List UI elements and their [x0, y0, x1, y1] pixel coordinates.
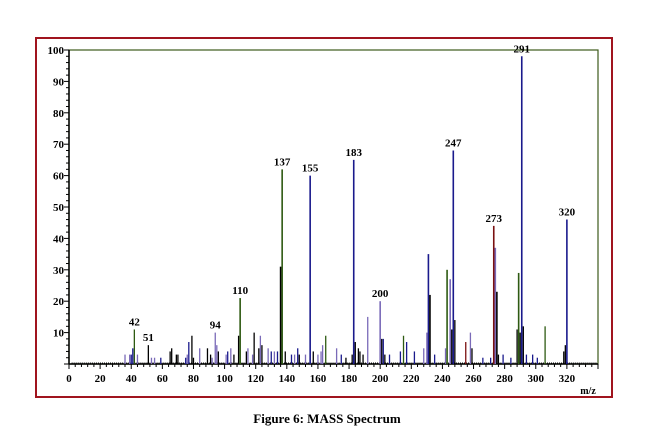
x-tick-label: 100 [216, 373, 233, 385]
figure-caption: Figure 6: MASS Spectrum [253, 411, 401, 426]
y-tick-label: 40 [53, 233, 65, 245]
peak-label-183: 183 [345, 147, 362, 159]
peak-label-200: 200 [372, 288, 389, 300]
y-tick-label: 90 [53, 76, 65, 88]
y-tick-label: 20 [53, 296, 65, 308]
x-tick-label: 120 [247, 373, 264, 385]
peak-label-51: 51 [143, 332, 154, 344]
figure-frame [35, 37, 613, 398]
peak-label-291: 291 [514, 43, 531, 55]
x-tick-label: 20 [95, 373, 107, 385]
y-tick-label: 60 [53, 171, 65, 183]
x-tick-label: 0 [66, 373, 72, 385]
y-tick-label: 70 [53, 139, 65, 151]
y-tick-label: 100 [48, 45, 65, 57]
x-tick-label: 300 [528, 373, 545, 385]
y-tick-label: 80 [53, 108, 65, 120]
x-tick-label: 240 [434, 373, 451, 385]
x-tick-label: 140 [279, 373, 296, 385]
peak-label-247: 247 [445, 137, 462, 149]
y-tick-label: 10 [53, 328, 65, 340]
x-tick-label: 80 [188, 373, 200, 385]
x-tick-label: 320 [559, 373, 576, 385]
x-tick-label: 280 [496, 373, 513, 385]
y-tick-label: 30 [53, 265, 65, 277]
x-tick-label: 60 [157, 373, 169, 385]
x-axis-label: m/z [580, 386, 596, 397]
peak-label-273: 273 [486, 213, 503, 225]
peak-label-94: 94 [210, 320, 222, 332]
y-tick-label: 50 [53, 202, 65, 214]
peak-label-320: 320 [559, 207, 576, 219]
x-tick-label: 220 [403, 373, 420, 385]
peak-label-155: 155 [302, 163, 319, 175]
x-tick-label: 40 [126, 373, 138, 385]
x-tick-label: 200 [372, 373, 389, 385]
x-tick-label: 180 [341, 373, 358, 385]
peak-label-137: 137 [274, 156, 291, 168]
x-tick-label: 260 [465, 373, 482, 385]
peak-label-42: 42 [129, 316, 141, 328]
x-tick-label: 160 [310, 373, 327, 385]
peak-label-110: 110 [232, 285, 248, 297]
